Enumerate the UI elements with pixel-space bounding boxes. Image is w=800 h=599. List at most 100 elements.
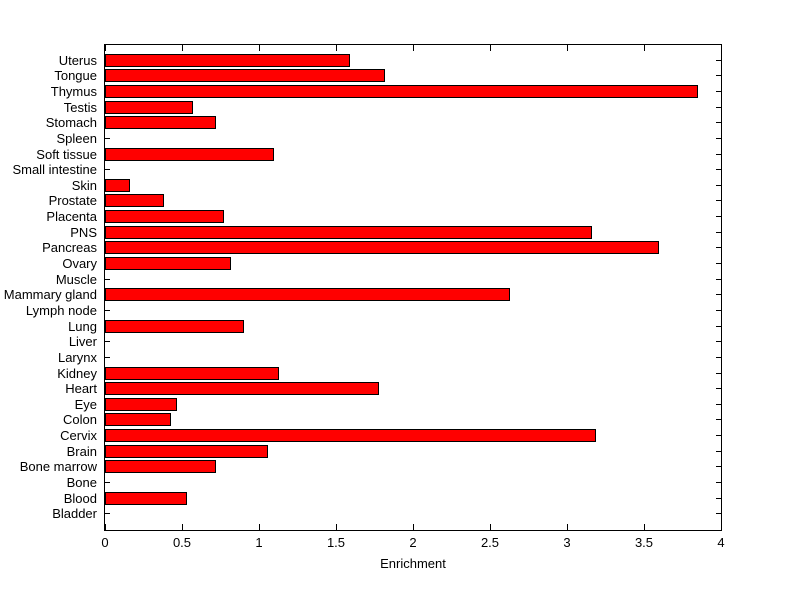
y-tick-mark [105, 357, 110, 358]
y-axis-label: Brain [66, 444, 97, 459]
y-axis-label: Lung [68, 319, 97, 334]
bar-cervix [105, 429, 596, 442]
y-tick-mark-right [716, 279, 721, 280]
y-axis-label: Ovary [62, 256, 97, 271]
bar-ovary [105, 257, 231, 270]
y-tick-mark [105, 138, 110, 139]
y-axis-label: Muscle [55, 272, 97, 287]
bar-brain [105, 445, 268, 458]
bar-tongue [105, 69, 385, 82]
x-tick-mark-top [105, 45, 106, 51]
y-tick-mark-right [716, 341, 721, 342]
x-tick-mark [105, 524, 106, 530]
x-tick-label: 1.5 [326, 535, 346, 550]
bar-heart [105, 382, 379, 395]
bar-placenta [105, 210, 224, 223]
bar-kidney [105, 367, 279, 380]
x-tick-mark-top [259, 45, 260, 51]
y-tick-mark-right [716, 373, 721, 374]
y-tick-mark-right [716, 326, 721, 327]
y-axis-label: Uterus [58, 53, 97, 68]
y-tick-mark-right [716, 169, 721, 170]
y-tick-mark-right [716, 60, 721, 61]
y-tick-mark-right [716, 263, 721, 264]
bar-mammary-gland [105, 288, 510, 301]
y-tick-mark-right [716, 404, 721, 405]
x-tick-label: 2 [409, 535, 417, 550]
x-tick-mark [413, 524, 414, 530]
y-axis-label: Bladder [52, 506, 97, 521]
y-tick-mark-right [716, 388, 721, 389]
bar-bone-marrow [105, 460, 216, 473]
y-tick-mark [105, 513, 110, 514]
bar-pns [105, 226, 592, 239]
y-tick-mark-right [716, 107, 721, 108]
y-axis-label: Small intestine [12, 162, 97, 177]
y-tick-mark [105, 341, 110, 342]
x-tick-mark [567, 524, 568, 530]
x-tick-label: 3 [563, 535, 571, 550]
y-axis-label: Heart [65, 381, 97, 396]
y-axis-label: Liver [68, 334, 97, 349]
bar-eye [105, 398, 177, 411]
y-tick-mark-right [716, 294, 721, 295]
x-tick-mark-top [182, 45, 183, 51]
x-tick-mark-top [336, 45, 337, 51]
y-axis-label: Tongue [54, 68, 97, 83]
y-axis-label: Bone [66, 475, 97, 490]
x-tick-mark [490, 524, 491, 530]
y-tick-mark-right [716, 466, 721, 467]
y-tick-mark-right [716, 419, 721, 420]
y-axis-label: Spleen [56, 131, 97, 146]
x-tick-label: 2.5 [480, 535, 500, 550]
y-tick-mark-right [716, 357, 721, 358]
bar-skin [105, 179, 130, 192]
x-tick-label: 4 [717, 535, 725, 550]
y-tick-mark-right [716, 247, 721, 248]
x-tick-mark-top [413, 45, 414, 51]
x-tick-label: 0.5 [172, 535, 192, 550]
y-tick-mark [105, 310, 110, 311]
y-tick-mark-right [716, 200, 721, 201]
y-tick-mark [105, 169, 110, 170]
x-tick-mark-top [721, 45, 722, 51]
bar-thymus [105, 85, 698, 98]
y-axis-label: Pancreas [42, 240, 97, 255]
y-tick-mark [105, 279, 110, 280]
y-axis-label: Blood [63, 491, 97, 506]
bar-lung [105, 320, 244, 333]
y-tick-mark-right [716, 232, 721, 233]
bar-soft-tissue [105, 148, 274, 161]
y-tick-mark-right [716, 513, 721, 514]
y-tick-mark-right [716, 216, 721, 217]
y-axis-label: Mammary gland [3, 287, 97, 302]
y-tick-mark-right [716, 310, 721, 311]
plot-area [104, 44, 722, 531]
x-tick-mark [721, 524, 722, 530]
bar-testis [105, 101, 193, 114]
y-axis-label: Skin [71, 178, 97, 193]
x-tick-mark-top [490, 45, 491, 51]
y-axis-label: Bone marrow [19, 459, 97, 474]
y-axis-label: Lymph node [25, 303, 97, 318]
y-tick-mark-right [716, 482, 721, 483]
x-tick-label: 3.5 [634, 535, 654, 550]
y-axis-label: Prostate [48, 193, 97, 208]
y-tick-mark-right [716, 498, 721, 499]
y-axis-label: Thymus [50, 84, 97, 99]
y-tick-mark-right [716, 435, 721, 436]
x-axis-title: Enrichment [380, 556, 446, 571]
y-tick-mark-right [716, 185, 721, 186]
x-tick-mark [182, 524, 183, 530]
x-tick-mark [644, 524, 645, 530]
x-tick-mark [336, 524, 337, 530]
y-axis-label: Placenta [46, 209, 97, 224]
y-axis-label: Colon [63, 412, 97, 427]
y-axis-label: Testis [63, 100, 97, 115]
bar-pancreas [105, 241, 659, 254]
x-tick-label: 1 [255, 535, 263, 550]
y-axis-label: PNS [70, 225, 97, 240]
y-axis-label: Soft tissue [36, 147, 97, 162]
y-tick-mark [105, 482, 110, 483]
